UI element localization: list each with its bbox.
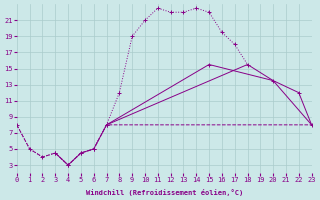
X-axis label: Windchill (Refroidissement éolien,°C): Windchill (Refroidissement éolien,°C)	[85, 189, 243, 196]
